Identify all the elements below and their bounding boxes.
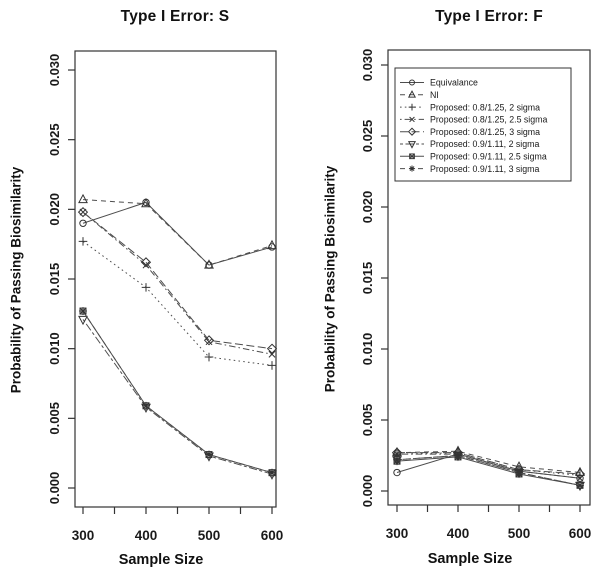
series-proposed-0-9-1-11-2-sigma xyxy=(392,452,585,492)
legend-item: Proposed: 0.8/1.25, 2 sigma xyxy=(400,102,540,112)
series-proposed-0-9-1-11-2-sigma xyxy=(78,315,277,480)
svg-text:0.010: 0.010 xyxy=(360,333,375,366)
svg-text:500: 500 xyxy=(508,526,531,541)
svg-text:0.030: 0.030 xyxy=(360,49,375,82)
right-y-axis-label: Probability of Passing Biosimilarity xyxy=(322,165,338,393)
svg-text:400: 400 xyxy=(135,528,158,543)
y-axis: 0.000 0.005 0.010 0.015 0.020 0.025 0.030 xyxy=(360,49,388,508)
legend-item: Proposed: 0.8/1.25, 2.5 sigma xyxy=(400,115,547,125)
svg-text:0.025: 0.025 xyxy=(360,120,375,153)
series-proposed-0-9-1-11-3-sigma xyxy=(393,451,584,490)
series-proposed-0-9-1-11-3-sigma xyxy=(79,307,276,477)
axes: 300 400 500 6000.0000.0050.0100.0150.0200.0… xyxy=(47,50,284,543)
legend-item: Proposed: 0.9/1.11, 3 sigma xyxy=(400,164,539,174)
series-proposed-0-8-1-25-2-5-sigma xyxy=(393,450,584,482)
svg-text:600: 600 xyxy=(569,526,592,541)
series-ni xyxy=(78,193,277,269)
svg-text:0.015: 0.015 xyxy=(360,262,375,295)
svg-text:0.015: 0.015 xyxy=(47,263,62,296)
legend-item: Proposed: 0.9/1.11, 2.5 sigma xyxy=(400,152,547,162)
svg-text:400: 400 xyxy=(447,526,470,541)
svg-text:500: 500 xyxy=(198,528,221,543)
svg-text:0.005: 0.005 xyxy=(47,402,62,435)
left-chart-canvas: 300 400 500 6000.0000.0050.0100.0150.0200.0… xyxy=(47,50,284,543)
svg-text:0.000: 0.000 xyxy=(47,472,62,505)
legend-item: NI xyxy=(400,90,439,100)
svg-text:0.010: 0.010 xyxy=(47,332,62,365)
left-chart-title: Type I Error: S xyxy=(120,8,230,25)
svg-text:Equivalance: Equivalance xyxy=(430,78,478,88)
right-chart-canvas: 300 400 500 6000.0000.0050.0100.0150.0200.0… xyxy=(360,49,591,541)
x-axis: 300 400 500 600 xyxy=(72,507,284,543)
left-x-axis-label: Sample Size xyxy=(118,552,204,568)
svg-text:0.025: 0.025 xyxy=(47,123,62,156)
svg-text:0.020: 0.020 xyxy=(47,193,62,226)
x-axis: 300 400 500 600 xyxy=(386,505,592,541)
svg-text:300: 300 xyxy=(386,526,409,541)
series-proposed-0-8-1-25-2-sigma xyxy=(78,237,277,370)
series-proposed-0-8-1-25-3-sigma xyxy=(391,447,586,480)
series-equivalance xyxy=(79,198,276,269)
svg-text:Proposed: 0.9/1.11, 3 sigma: Proposed: 0.9/1.11, 3 sigma xyxy=(430,164,539,174)
svg-text:600: 600 xyxy=(261,528,284,543)
svg-text:Proposed: 0.8/1.25, 3 sigma: Proposed: 0.8/1.25, 3 sigma xyxy=(430,127,540,137)
right-x-axis-label: Sample Size xyxy=(427,551,513,567)
svg-text:0.030: 0.030 xyxy=(47,54,62,87)
left-y-axis-label: Probability of Passing Biosimilarity xyxy=(8,166,24,394)
svg-text:NI: NI xyxy=(430,90,439,100)
right-chart-title: Type I Error: F xyxy=(435,8,543,25)
legend: Equivalance NI Proposed: 0.8/1.25, 2 sigma… xyxy=(394,67,572,182)
legend-item: Proposed: 0.9/1.11, 2 sigma xyxy=(400,139,539,149)
y-axis: 0.000 0.005 0.010 0.015 0.020 0.025 0.030 xyxy=(47,54,75,505)
svg-text:Proposed: 0.8/1.25, 2 sigma: Proposed: 0.8/1.25, 2 sigma xyxy=(430,102,540,112)
series-proposed-0-9-1-11-2-5-sigma xyxy=(79,307,276,477)
legend-item: Equivalance xyxy=(400,78,478,88)
svg-text:0.020: 0.020 xyxy=(360,191,375,224)
svg-text:Proposed: 0.9/1.11, 2 sigma: Proposed: 0.9/1.11, 2 sigma xyxy=(430,139,539,149)
legend-item: Proposed: 0.8/1.25, 3 sigma xyxy=(400,127,540,137)
axes: 300 400 500 6000.0000.0050.0100.0150.0200.0… xyxy=(360,49,591,541)
series-proposed-0-8-1-25-2-5-sigma xyxy=(79,208,276,358)
svg-text:300: 300 xyxy=(72,528,95,543)
svg-text:Proposed: 0.9/1.11, 2.5 sigma: Proposed: 0.9/1.11, 2.5 sigma xyxy=(430,152,547,162)
series-equivalance xyxy=(393,450,584,482)
svg-text:0.000: 0.000 xyxy=(360,475,375,508)
svg-text:Proposed: 0.8/1.25, 2.5 sigma: Proposed: 0.8/1.25, 2.5 sigma xyxy=(430,115,547,125)
svg-text:0.005: 0.005 xyxy=(360,404,375,437)
series-proposed-0-8-1-25-3-sigma xyxy=(77,207,278,354)
